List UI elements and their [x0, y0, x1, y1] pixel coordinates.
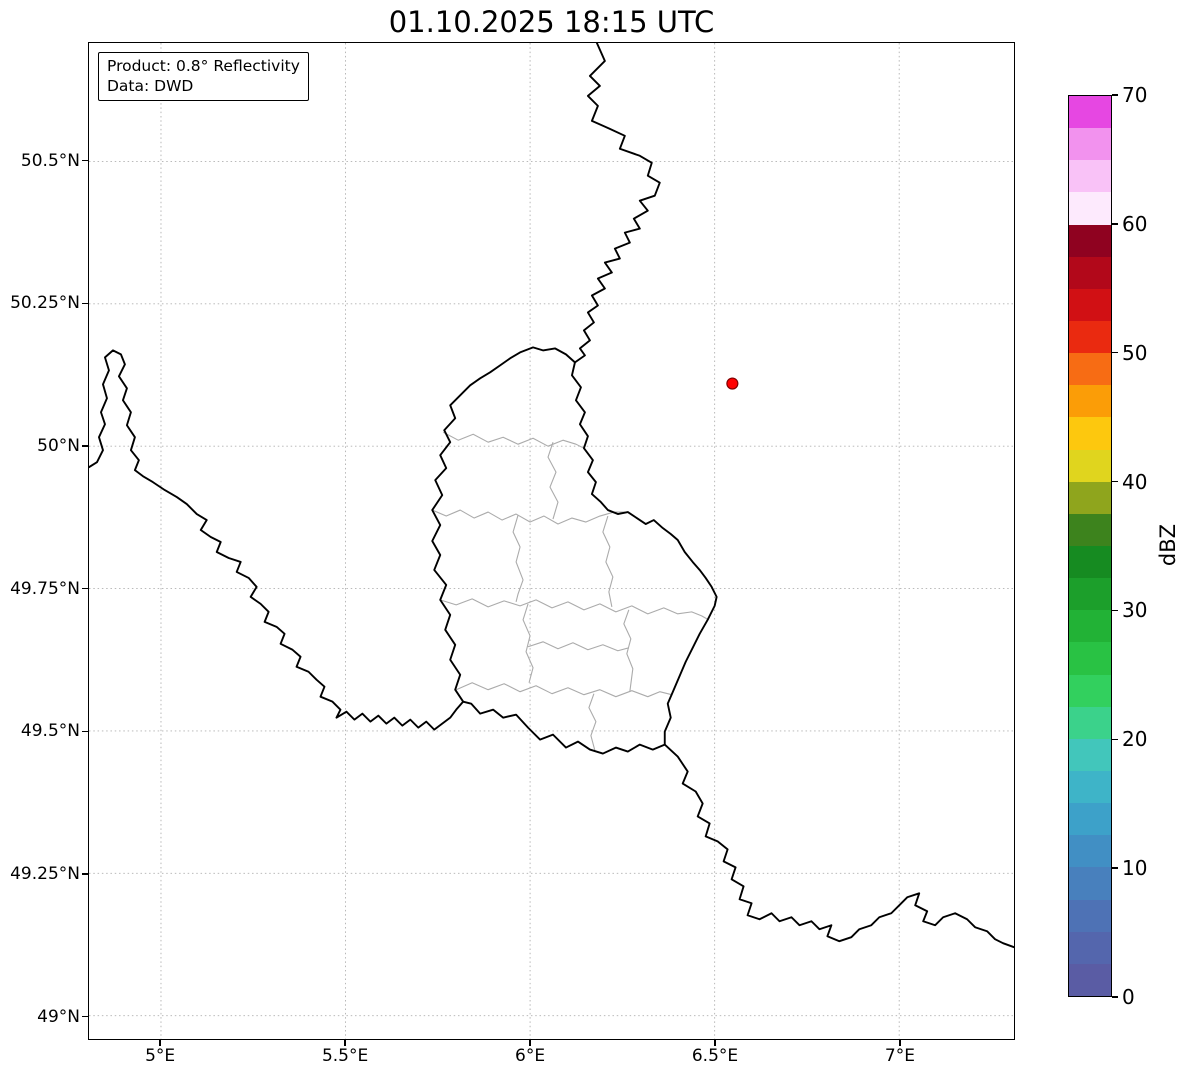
colorbar-band	[1069, 256, 1111, 289]
canton-border	[455, 682, 672, 698]
colorbar-tick-label: 70	[1122, 83, 1148, 107]
x-axis-tick-label: 5°E	[145, 1046, 176, 1066]
colorbar-band	[1069, 128, 1111, 161]
colorbar-tick-label: 20	[1122, 727, 1148, 752]
colorbar-band	[1069, 803, 1111, 836]
radar-location-marker	[726, 377, 739, 390]
colorbar-band	[1069, 449, 1111, 482]
canton-border	[512, 514, 524, 603]
country-border	[574, 43, 661, 364]
colorbar-band	[1069, 513, 1111, 546]
y-axis-tick-label: 49°N	[37, 1006, 80, 1027]
canton-border	[602, 515, 614, 607]
y-axis-tick-mark	[82, 302, 88, 305]
colorbar-band	[1069, 481, 1111, 514]
colorbar-tick-mark	[1112, 738, 1118, 740]
colorbar-tick-label: 50	[1122, 340, 1148, 365]
canton-border	[527, 641, 629, 652]
y-axis-tick-label: 49.75°N	[10, 578, 80, 599]
canton-border	[588, 693, 597, 751]
colorbar-tick-mark	[1112, 867, 1118, 869]
colorbar-tick-label: 30	[1122, 598, 1148, 623]
colorbar-band	[1069, 192, 1111, 225]
colorbar-band	[1069, 320, 1111, 354]
y-axis-tick-mark	[82, 873, 88, 875]
colorbar-band	[1069, 738, 1111, 771]
country-border	[663, 743, 1014, 949]
canton-border	[442, 431, 585, 449]
colorbar-tick-label: 0	[1122, 985, 1135, 1009]
country-border	[89, 349, 465, 731]
x-axis-tick-mark	[529, 1040, 531, 1046]
y-axis-tick-label: 50.25°N	[10, 293, 80, 314]
colorbar-band	[1069, 96, 1111, 129]
colorbar-band	[1069, 417, 1111, 450]
colorbar-band	[1069, 835, 1111, 868]
colorbar-tick-label: 40	[1122, 469, 1148, 494]
x-axis-tick-label: 6°E	[515, 1046, 546, 1066]
colorbar-band	[1069, 610, 1111, 643]
x-axis-tick-label: 5.5°E	[321, 1046, 369, 1066]
colorbar-tick-label: 10	[1122, 856, 1148, 881]
annotation-box: Product: 0.8° Reflectivity Data: DWD	[98, 52, 309, 102]
annotation-product: Product: 0.8° Reflectivity	[107, 57, 300, 75]
canton-border	[623, 609, 634, 692]
y-axis-tick-mark	[82, 587, 88, 590]
colorbar-band	[1069, 867, 1111, 900]
y-axis-tick-label: 49.25°N	[10, 863, 80, 884]
canton-border	[522, 603, 534, 683]
colorbar-tick-mark	[1112, 223, 1118, 225]
colorbar-tick-mark	[1112, 352, 1118, 354]
colorbar-band	[1069, 674, 1111, 707]
colorbar-tick-mark	[1112, 996, 1118, 998]
colorbar-tick-label: 60	[1122, 211, 1148, 236]
y-axis-tick-mark	[82, 445, 88, 447]
x-axis-tick-mark	[714, 1040, 716, 1046]
y-axis-tick-mark	[82, 1015, 88, 1018]
y-axis-tick-label: 49.5°N	[20, 721, 80, 742]
map-svg	[89, 43, 1014, 1039]
x-axis-tick-label: 7°E	[884, 1046, 915, 1066]
colorbar-axis-label: dBZ	[1156, 523, 1180, 567]
colorbar-band	[1069, 385, 1111, 418]
y-axis-tick-label: 50°N	[37, 435, 80, 456]
colorbar-band	[1069, 353, 1111, 386]
colorbar-band	[1069, 160, 1111, 193]
figure-title: 01.10.2025 18:15 UTC	[388, 5, 715, 39]
colorbar-tick-mark	[1112, 609, 1118, 612]
x-axis-tick-label: 6.5°E	[691, 1046, 739, 1066]
colorbar-band	[1069, 706, 1111, 739]
colorbar-band	[1069, 770, 1111, 804]
y-axis-tick-mark	[82, 159, 88, 162]
colorbar-band	[1069, 545, 1111, 579]
colorbar-band	[1069, 224, 1111, 257]
colorbar-band	[1069, 288, 1111, 321]
x-axis-tick-mark	[344, 1040, 346, 1046]
x-axis-tick-mark	[899, 1040, 901, 1046]
colorbar-band	[1069, 642, 1111, 675]
y-axis-tick-label: 50.5°N	[20, 150, 80, 171]
colorbar	[1068, 95, 1112, 997]
country-border	[431, 346, 718, 755]
canton-border	[440, 598, 709, 621]
colorbar-band	[1069, 578, 1111, 611]
y-axis-tick-mark	[82, 730, 88, 732]
x-axis-tick-mark	[159, 1040, 161, 1046]
colorbar-band	[1069, 931, 1111, 964]
colorbar-band	[1069, 899, 1111, 932]
map-plot-area: Product: 0.8° Reflectivity Data: DWD	[88, 42, 1015, 1040]
annotation-source: Data: DWD	[107, 77, 194, 96]
canton-border	[547, 442, 559, 520]
colorbar-tick-mark	[1112, 480, 1118, 483]
colorbar-tick-mark	[1112, 94, 1118, 96]
canton-border	[432, 509, 628, 525]
colorbar-band	[1069, 963, 1111, 996]
